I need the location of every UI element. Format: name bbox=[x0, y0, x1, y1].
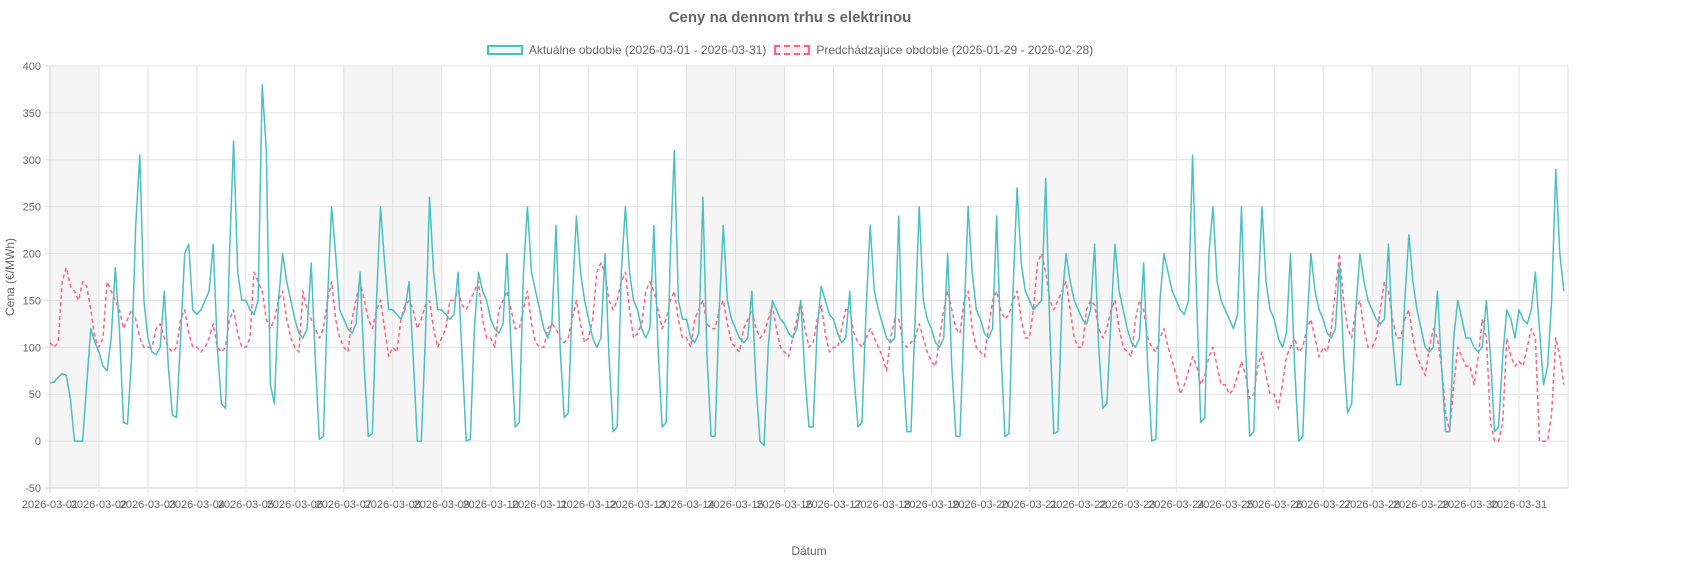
x-tick-label: 2026-03-17 bbox=[805, 499, 861, 511]
x-tick-label: 2026-03-23 bbox=[1099, 499, 1155, 511]
weekend-shade bbox=[1372, 66, 1422, 488]
weekend-shade bbox=[50, 66, 99, 488]
legend-item-current[interactable]: Aktuálne obdobie (2026-03-01 - 2026-03-3… bbox=[486, 43, 767, 57]
x-tick-label: 2026-03-07 bbox=[316, 499, 372, 511]
legend: Aktuálne obdobie (2026-03-01 - 2026-03-3… bbox=[0, 43, 1580, 57]
x-tick-label: 2026-03-09 bbox=[414, 499, 470, 511]
x-tick-label: 2026-03-05 bbox=[218, 499, 274, 511]
x-tick-label: 2026-03-03 bbox=[120, 499, 176, 511]
x-tick-label: 2026-03-31 bbox=[1491, 499, 1547, 511]
x-tick-label: 2026-03-13 bbox=[609, 499, 665, 511]
y-tick-label: 50 bbox=[29, 389, 41, 401]
y-tick-label: 0 bbox=[35, 436, 41, 448]
legend-label-current: Aktuálne obdobie (2026-03-01 - 2026-03-3… bbox=[528, 43, 767, 57]
y-tick-label: 300 bbox=[23, 155, 41, 167]
x-tick-label: 2026-03-28 bbox=[1344, 499, 1400, 511]
y-tick-label: 350 bbox=[23, 108, 41, 120]
x-tick-label: 2026-03-11 bbox=[512, 499, 567, 511]
y-tick-label: 200 bbox=[23, 249, 41, 261]
x-tick-label: 2026-03-14 bbox=[658, 499, 714, 511]
chart-title: Ceny na dennom trhu s elektrinou bbox=[668, 9, 912, 26]
x-tick-label: 2026-03-16 bbox=[756, 499, 812, 511]
x-tick-label: 2026-03-29 bbox=[1393, 499, 1449, 511]
x-tick-label: 2026-03-19 bbox=[903, 499, 959, 511]
weekend-shade bbox=[735, 66, 785, 488]
x-tick-label: 2026-03-15 bbox=[707, 499, 763, 511]
series-line-previous bbox=[49, 252, 1565, 442]
y-axis-title: Cena (€/MWh) bbox=[3, 238, 17, 316]
weekend-shade bbox=[1421, 66, 1471, 488]
x-tick-label: 2026-03-27 bbox=[1295, 499, 1351, 511]
y-tick-label: 400 bbox=[23, 61, 41, 73]
x-tick-label: 2026-03-04 bbox=[169, 499, 225, 511]
x-tick-label: 2026-03-10 bbox=[463, 499, 519, 511]
x-tick-label: 2026-03-01 bbox=[22, 499, 78, 511]
x-tick-label: 2026-03-30 bbox=[1442, 499, 1498, 511]
legend-swatch-previous bbox=[774, 45, 811, 55]
legend-swatch-current bbox=[486, 45, 523, 55]
y-tick-label: -50 bbox=[25, 483, 41, 495]
legend-item-previous[interactable]: Predchádzajúce obdobie (2026-01-29 - 202… bbox=[774, 43, 1093, 57]
x-tick-label: 2026-03-06 bbox=[267, 499, 323, 511]
x-tick-label: 2026-03-26 bbox=[1246, 499, 1302, 511]
x-tick-label: 2026-03-20 bbox=[952, 499, 1008, 511]
x-axis-title: Dátum bbox=[791, 544, 826, 558]
legend-label-previous: Predchádzajúce obdobie (2026-01-29 - 202… bbox=[816, 43, 1094, 57]
x-tick-label: 2026-03-02 bbox=[71, 499, 127, 511]
y-tick-label: 100 bbox=[23, 342, 41, 354]
weekend-shade bbox=[343, 66, 393, 488]
x-tick-label: 2026-03-22 bbox=[1050, 499, 1106, 511]
weekend-shade bbox=[686, 66, 736, 488]
series-line-current bbox=[49, 84, 1565, 447]
x-tick-label: 2026-03-24 bbox=[1148, 499, 1204, 511]
y-tick-label: 250 bbox=[23, 202, 41, 214]
y-tick-label: 150 bbox=[23, 295, 41, 307]
x-tick-label: 2026-03-12 bbox=[561, 499, 617, 511]
weekend-shade bbox=[1078, 66, 1128, 488]
x-tick-label: 2026-03-21 bbox=[1001, 499, 1057, 511]
x-tick-label: 2026-03-18 bbox=[854, 499, 910, 511]
x-tick-label: 2026-03-25 bbox=[1197, 499, 1253, 511]
x-tick-label: 2026-03-08 bbox=[365, 499, 421, 511]
